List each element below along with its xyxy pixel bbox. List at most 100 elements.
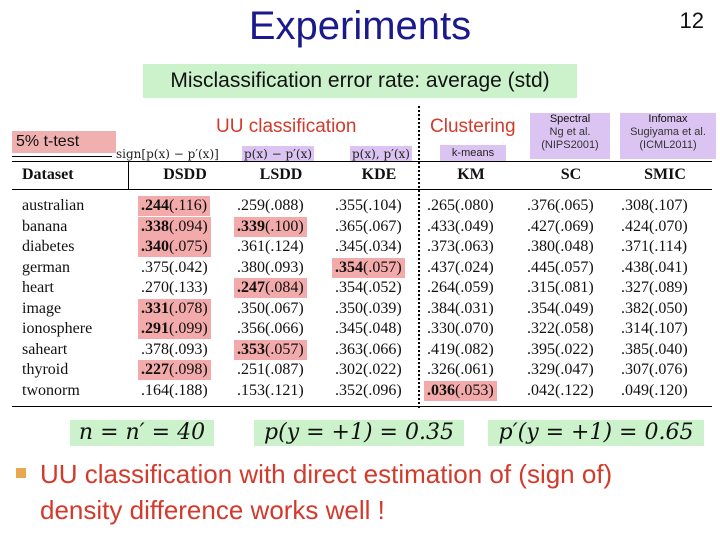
cell-average: .350 bbox=[237, 299, 265, 317]
cell-std: (.076) bbox=[649, 361, 688, 378]
cell-average: .427 bbox=[527, 217, 555, 235]
table-cell: .371(.114) bbox=[618, 237, 690, 257]
cell-average: .356 bbox=[237, 320, 265, 337]
cell-std: (.052) bbox=[363, 279, 402, 296]
spectral-note: Spectral Ng et al. (NIPS2001) bbox=[530, 113, 610, 159]
cell-average: .373 bbox=[427, 238, 455, 255]
cell-std: (.065) bbox=[555, 197, 594, 214]
cell-std: (.120) bbox=[649, 381, 688, 399]
cell-average: .314 bbox=[621, 320, 649, 337]
cell-average: .437 bbox=[427, 258, 455, 276]
cell-average: .331 bbox=[141, 299, 169, 317]
cell-average: .361 bbox=[237, 238, 265, 255]
cell-std: (.122) bbox=[555, 381, 594, 399]
table-cell: .373(.063) bbox=[424, 237, 497, 257]
table-header-dataset: Dataset bbox=[22, 166, 74, 183]
table-cell: .356(.066) bbox=[234, 319, 307, 339]
cell-std: (.082) bbox=[455, 340, 494, 358]
table-cell: .437(.024) bbox=[424, 258, 497, 278]
cell-average: .363 bbox=[335, 340, 363, 358]
cell-average: .424 bbox=[621, 217, 649, 235]
dataset-name: diabetes bbox=[22, 238, 75, 255]
cell-average: .264 bbox=[427, 279, 455, 296]
cell-std: (.066) bbox=[265, 320, 304, 337]
cell-average: .049 bbox=[621, 381, 649, 399]
dataset-name: banana bbox=[22, 217, 68, 235]
cell-average: .227 bbox=[141, 361, 169, 378]
cell-average: .338 bbox=[141, 217, 169, 235]
table-cell: .302(.022) bbox=[332, 360, 405, 380]
cell-average: .315 bbox=[527, 279, 555, 296]
table-cell: .378(.093) bbox=[138, 340, 211, 360]
cell-std: (.050) bbox=[649, 299, 688, 317]
table-header-kde: KDE bbox=[361, 166, 397, 183]
table-cell: .352(.096) bbox=[332, 381, 405, 401]
table-header-lsdd: LSDD bbox=[259, 166, 303, 183]
dataset-name: image bbox=[22, 299, 62, 317]
table-cell: .270(.133) bbox=[138, 278, 211, 298]
dataset-name: australian bbox=[22, 197, 85, 214]
param-sample-size: n = n′ = 40 bbox=[70, 420, 214, 446]
cell-std: (.104) bbox=[363, 197, 402, 214]
cell-std: (.188) bbox=[169, 381, 208, 399]
table-cell: .049(.120) bbox=[618, 381, 691, 401]
cell-std: (.084) bbox=[265, 279, 304, 296]
cell-std: (.041) bbox=[649, 258, 688, 276]
table-cell: .438(.041) bbox=[618, 258, 691, 278]
dataset-name: twonorm bbox=[22, 381, 80, 399]
cell-average: .270 bbox=[141, 279, 169, 296]
table-cell: .350(.067) bbox=[234, 299, 307, 319]
page-number: 12 bbox=[679, 8, 704, 33]
cell-average: .380 bbox=[237, 258, 265, 276]
cell-std: (.070) bbox=[455, 320, 494, 337]
conclusion-text: UU classification with direct estimation… bbox=[40, 459, 613, 525]
table-cell-best: .354(.057) bbox=[332, 257, 405, 278]
dataset-name: ionosphere bbox=[22, 320, 93, 337]
table-cell: .445(.057) bbox=[524, 258, 597, 278]
cell-average: .371 bbox=[621, 238, 649, 255]
cell-average: .259 bbox=[237, 197, 265, 214]
dataset-name: thyroid bbox=[22, 361, 69, 378]
table-cell: .427(.069) bbox=[524, 217, 597, 237]
cell-average: .322 bbox=[527, 320, 555, 337]
cell-average: .384 bbox=[427, 299, 455, 317]
cell-average: .419 bbox=[427, 340, 455, 358]
table-cell: .042(.122) bbox=[524, 381, 597, 401]
cell-std: (.133) bbox=[169, 279, 208, 296]
cell-average: .345 bbox=[335, 320, 363, 337]
table-cell: .363(.066) bbox=[332, 340, 405, 360]
table-cell: .264(.059) bbox=[424, 278, 497, 298]
cell-average: .382 bbox=[621, 299, 649, 317]
table-cell: .395(.022) bbox=[524, 340, 597, 360]
cell-average: .375 bbox=[141, 258, 169, 276]
method-group-divider bbox=[418, 106, 420, 408]
cell-average: .385 bbox=[621, 340, 649, 358]
cell-std: (.022) bbox=[363, 361, 402, 378]
table-cell-best: .291(.099) bbox=[138, 319, 211, 339]
cell-std: (.057) bbox=[265, 340, 304, 358]
cell-std: (.034) bbox=[363, 238, 402, 255]
table-cell: .308(.107) bbox=[618, 196, 691, 216]
table-cell: .424(.070) bbox=[618, 217, 691, 237]
table-cell-best: .244(.116) bbox=[138, 196, 211, 216]
spectral-ref-2: (NIPS2001) bbox=[541, 139, 599, 151]
table-cell: .354(.052) bbox=[332, 278, 405, 298]
dataset-name: saheart bbox=[22, 340, 68, 358]
cell-std: (.057) bbox=[555, 258, 594, 276]
cell-std: (.124) bbox=[265, 238, 304, 255]
cell-std: (.114) bbox=[649, 238, 688, 255]
table-top-rule bbox=[12, 161, 712, 163]
table-header-smic: SMIC bbox=[644, 166, 686, 183]
cell-average: .438 bbox=[621, 258, 649, 276]
cell-average: .265 bbox=[427, 197, 455, 214]
cell-std: (.031) bbox=[455, 299, 494, 317]
cell-std: (.100) bbox=[265, 217, 304, 235]
table-cell-best: .338(.094) bbox=[138, 216, 211, 237]
cell-std: (.078) bbox=[169, 299, 208, 317]
cell-std: (.121) bbox=[265, 381, 304, 399]
table-header-rule bbox=[12, 189, 712, 191]
cell-std: (.088) bbox=[265, 197, 304, 214]
table-cell: .354(.049) bbox=[524, 299, 597, 319]
cell-average: .164 bbox=[141, 381, 169, 399]
cell-average: .042 bbox=[527, 381, 555, 399]
